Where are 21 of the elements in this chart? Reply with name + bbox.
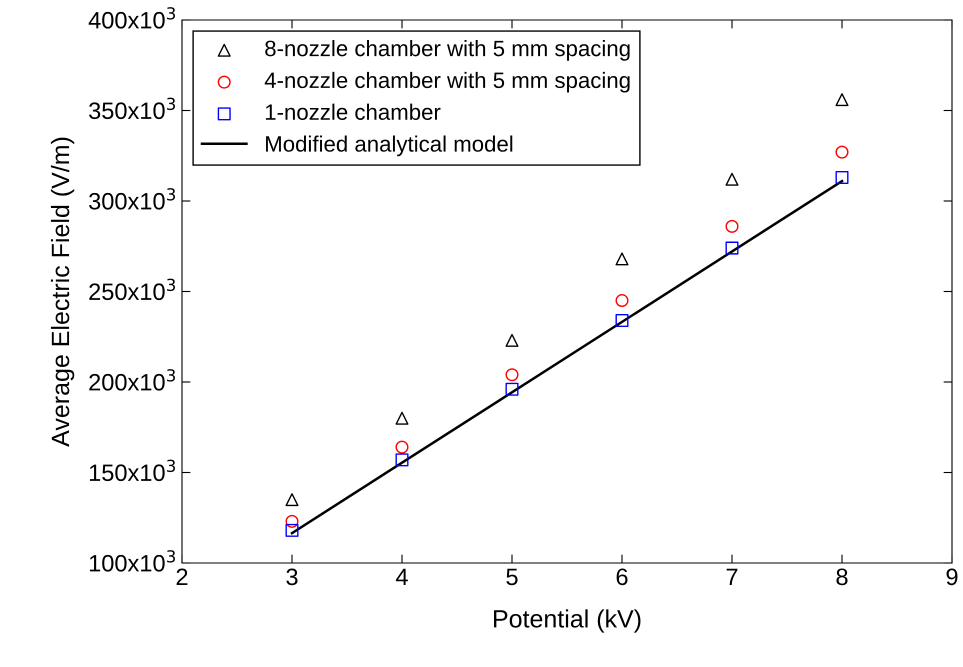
y-tick-label: 300x10$^{3}$ bbox=[89, 188, 176, 210]
y-tick-label: 350x10$^{3}$ bbox=[89, 98, 176, 120]
x-tick-label: 3 bbox=[286, 568, 298, 586]
y-tick-label: 200x10$^{3}$ bbox=[89, 369, 176, 391]
x-tick-label: 9 bbox=[946, 568, 958, 586]
legend-label: 8-nozzle chamber with 5 mm spacing bbox=[265, 40, 630, 61]
y-tick-label: 250x10$^{3}$ bbox=[89, 278, 176, 300]
legend-label: 1-nozzle chamber bbox=[266, 104, 440, 120]
y-tick-label: 100x10$^{3}$ bbox=[90, 550, 176, 572]
legend-label: 4-nozzle chamber with 5 mm spacing bbox=[264, 72, 630, 93]
y-axis-title: Average Electric Field (V/m) bbox=[50, 138, 74, 447]
x-tick-label: 6 bbox=[616, 568, 628, 586]
y-tick-label: 150x10$^{3}$ bbox=[90, 460, 176, 482]
x-tick-label: 7 bbox=[726, 568, 738, 585]
x-tick-label: 8 bbox=[836, 568, 848, 586]
x-tick-label: 5 bbox=[506, 568, 518, 586]
y-tick-label: 400x10$^{3}$ bbox=[88, 7, 176, 29]
x-tick-label: 2 bbox=[176, 568, 188, 585]
legend-label: Modified analytical model bbox=[266, 135, 512, 156]
x-tick-label: 4 bbox=[396, 568, 408, 585]
x-axis-title: Potential (kV) bbox=[494, 609, 640, 633]
